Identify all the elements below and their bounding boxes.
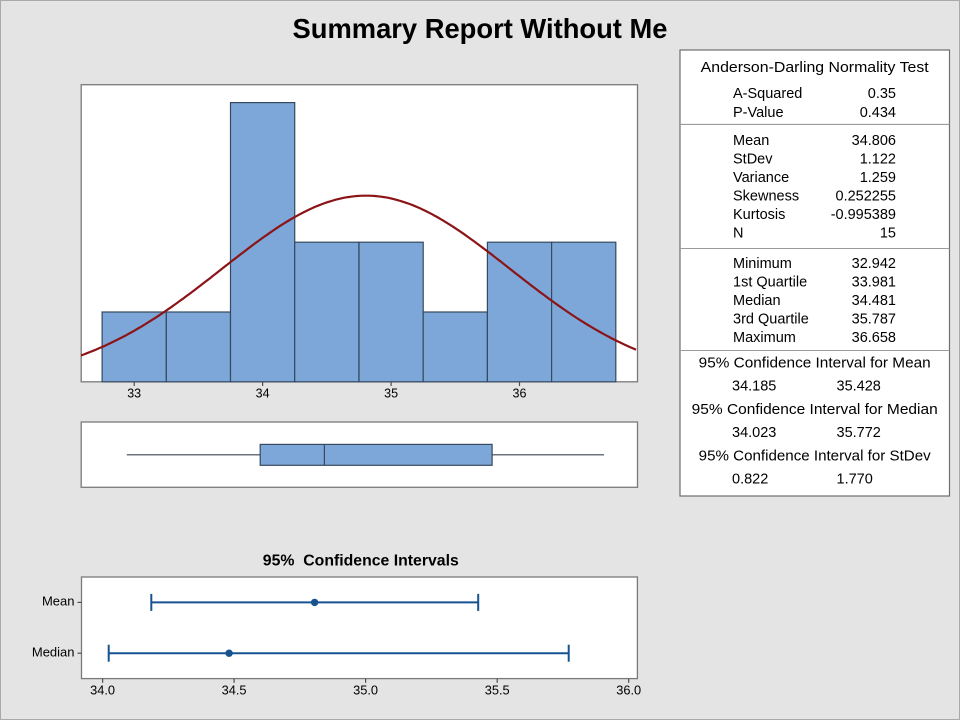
svg-text:33: 33 — [127, 386, 141, 400]
svg-text:Minimum: Minimum — [733, 256, 792, 272]
svg-text:36: 36 — [513, 386, 527, 400]
svg-text:34.5: 34.5 — [222, 682, 247, 697]
svg-text:P-Value: P-Value — [733, 105, 784, 121]
svg-text:-0.995389: -0.995389 — [831, 207, 896, 223]
svg-text:95% Confidence Intervals: 95% Confidence Intervals — [263, 553, 459, 570]
svg-text:Summary Report Without Me: Summary Report Without Me — [293, 13, 668, 44]
svg-text:Variance: Variance — [733, 170, 789, 186]
svg-text:Maximum: Maximum — [733, 330, 796, 346]
svg-text:Median: Median — [733, 293, 781, 309]
svg-text:A-Squared: A-Squared — [733, 86, 802, 102]
svg-text:34.806: 34.806 — [852, 133, 896, 149]
svg-text:95% Confidence Interval for Me: 95% Confidence Interval for Mean — [699, 356, 931, 372]
svg-text:32.942: 32.942 — [852, 256, 896, 272]
svg-text:35.5: 35.5 — [485, 682, 510, 697]
svg-text:34.185: 34.185 — [732, 379, 776, 395]
svg-text:N: N — [733, 226, 743, 242]
svg-text:0.822: 0.822 — [732, 472, 768, 488]
svg-text:0.252255: 0.252255 — [836, 189, 896, 205]
svg-text:Mean: Mean — [42, 594, 75, 609]
svg-text:Mean: Mean — [733, 133, 769, 149]
svg-text:95% Confidence Interval for St: 95% Confidence Interval for StDev — [699, 448, 932, 464]
svg-text:1.770: 1.770 — [837, 472, 873, 488]
svg-text:Anderson-Darling Normality Tes: Anderson-Darling Normality Test — [701, 60, 929, 76]
svg-text:95% Confidence Interval for Me: 95% Confidence Interval for Median — [692, 402, 938, 418]
svg-text:1.122: 1.122 — [860, 152, 896, 168]
svg-text:35.428: 35.428 — [837, 379, 881, 395]
svg-text:33.981: 33.981 — [852, 274, 896, 290]
svg-text:Skewness: Skewness — [733, 189, 799, 205]
svg-text:Median: Median — [32, 644, 75, 659]
svg-text:0.35: 0.35 — [868, 86, 896, 102]
svg-text:1.259: 1.259 — [860, 170, 896, 186]
svg-text:1st Quartile: 1st Quartile — [733, 274, 807, 290]
svg-text:34.481: 34.481 — [852, 293, 896, 309]
svg-text:0.434: 0.434 — [860, 105, 896, 121]
svg-text:15: 15 — [880, 226, 896, 242]
svg-text:35.772: 35.772 — [837, 425, 881, 441]
svg-text:34: 34 — [256, 386, 270, 400]
svg-text:35.787: 35.787 — [852, 311, 896, 327]
svg-text:35: 35 — [384, 386, 398, 400]
svg-text:34.0: 34.0 — [90, 682, 115, 697]
svg-text:36.0: 36.0 — [616, 682, 641, 697]
svg-text:36.658: 36.658 — [852, 330, 896, 346]
svg-text:34.023: 34.023 — [732, 425, 776, 441]
svg-text:StDev: StDev — [733, 152, 773, 168]
svg-text:3rd Quartile: 3rd Quartile — [733, 311, 809, 327]
svg-text:Kurtosis: Kurtosis — [733, 207, 785, 223]
svg-text:35.0: 35.0 — [353, 682, 378, 697]
